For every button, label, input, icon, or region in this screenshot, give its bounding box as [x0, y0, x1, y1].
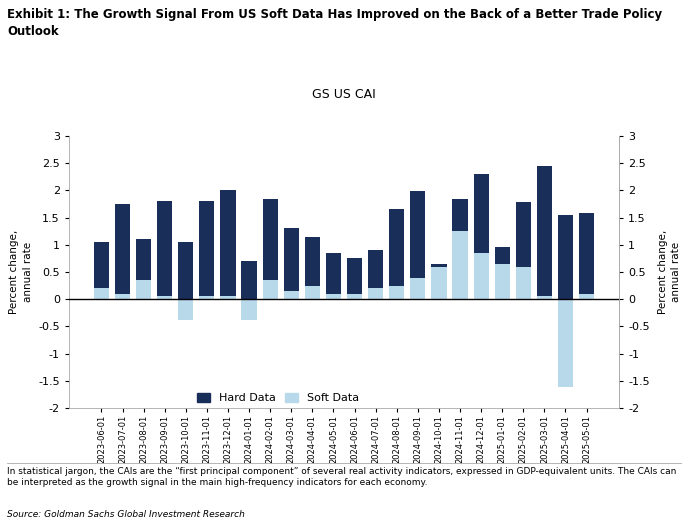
Text: GS US CAI: GS US CAI — [312, 88, 376, 100]
Bar — [537, 166, 552, 299]
Bar — [558, 299, 573, 387]
Y-axis label: Percent change,
annual rate: Percent change, annual rate — [658, 230, 681, 314]
Bar — [495, 247, 510, 299]
Text: Exhibit 1: The Growth Signal From US Soft Data Has Improved on the Back of a Bet: Exhibit 1: The Growth Signal From US Sof… — [7, 8, 662, 38]
Bar — [241, 261, 257, 299]
Bar — [136, 240, 151, 299]
Bar — [453, 231, 468, 299]
Bar — [263, 199, 278, 299]
Bar — [368, 250, 383, 299]
Bar — [453, 199, 468, 299]
Bar — [579, 213, 594, 299]
Bar — [178, 242, 193, 299]
Bar — [558, 215, 573, 299]
Bar — [431, 264, 447, 299]
Bar — [220, 297, 235, 299]
Bar — [283, 291, 299, 299]
Bar — [305, 236, 320, 299]
Bar — [347, 294, 362, 299]
Bar — [283, 229, 299, 299]
Bar — [200, 297, 215, 299]
Bar — [410, 278, 425, 299]
Bar — [178, 299, 193, 320]
Bar — [347, 258, 362, 299]
Bar — [473, 174, 488, 299]
Bar — [389, 209, 405, 299]
Legend: Hard Data, Soft Data: Hard Data, Soft Data — [193, 389, 363, 408]
Y-axis label: Percent change,
annual rate: Percent change, annual rate — [10, 230, 32, 314]
Bar — [516, 267, 531, 299]
Bar — [94, 288, 109, 299]
Bar — [579, 294, 594, 299]
Bar — [326, 253, 341, 299]
Bar — [473, 253, 488, 299]
Bar — [263, 280, 278, 299]
Bar — [115, 294, 130, 299]
Bar — [200, 201, 215, 299]
Bar — [495, 264, 510, 299]
Text: In statistical jargon, the CAIs are the “first principal component” of several r: In statistical jargon, the CAIs are the … — [7, 467, 676, 487]
Bar — [157, 201, 172, 299]
Bar — [157, 297, 172, 299]
Bar — [537, 297, 552, 299]
Bar — [220, 190, 235, 299]
Bar — [431, 267, 447, 299]
Bar — [326, 294, 341, 299]
Bar — [410, 191, 425, 299]
Bar — [516, 202, 531, 299]
Bar — [115, 204, 130, 299]
Bar — [389, 286, 405, 299]
Bar — [136, 280, 151, 299]
Bar — [241, 299, 257, 320]
Bar — [368, 288, 383, 299]
Text: Source: Goldman Sachs Global Investment Research: Source: Goldman Sachs Global Investment … — [7, 510, 245, 519]
Bar — [94, 242, 109, 299]
Bar — [305, 286, 320, 299]
